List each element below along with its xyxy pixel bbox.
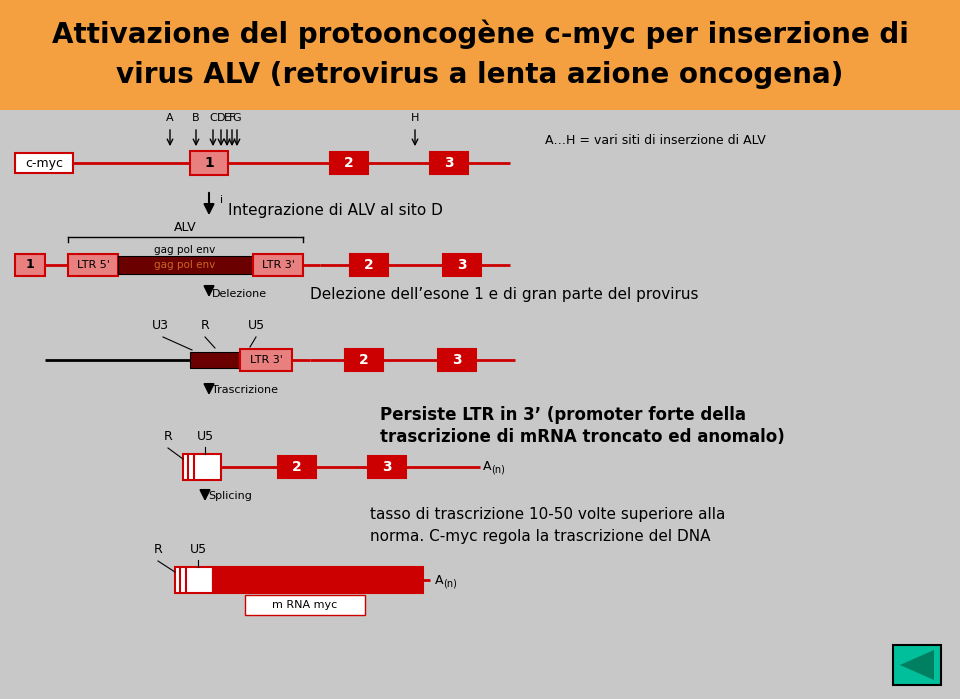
Text: U5: U5 [248, 319, 265, 332]
Bar [213, 567, 423, 593]
Text: R: R [163, 430, 173, 443]
Bar [190, 151, 228, 175]
Text: D: D [217, 113, 226, 123]
Text: U3: U3 [152, 319, 169, 332]
Polygon shape [900, 650, 934, 680]
Bar [350, 254, 388, 276]
Bar [0, 0, 960, 110]
Text: Delezione: Delezione [212, 289, 267, 299]
Bar [253, 254, 303, 276]
Bar [893, 645, 941, 685]
Bar [438, 349, 476, 371]
Text: Trascrizione: Trascrizione [212, 385, 278, 395]
Text: 2: 2 [359, 353, 369, 367]
Bar [330, 152, 368, 174]
Text: E: E [224, 113, 230, 123]
Bar [175, 567, 213, 593]
Text: gag pol env: gag pol env [155, 245, 216, 255]
Text: (n): (n) [443, 578, 457, 588]
Text: LTR 5': LTR 5' [77, 260, 109, 270]
Text: U5: U5 [197, 430, 213, 443]
Text: ALV: ALV [174, 221, 196, 234]
Text: LTR 3': LTR 3' [250, 355, 282, 365]
Text: 3: 3 [452, 353, 462, 367]
Text: B: B [192, 113, 200, 123]
Bar [68, 254, 118, 276]
Bar [15, 153, 73, 173]
Bar [245, 595, 365, 615]
Text: norma. C-myc regola la trascrizione del DNA: norma. C-myc regola la trascrizione del … [370, 530, 710, 545]
Text: (n): (n) [491, 465, 505, 475]
Text: A: A [166, 113, 174, 123]
Text: R: R [201, 319, 209, 332]
Text: A…H = vari siti di inserzione di ALV: A…H = vari siti di inserzione di ALV [545, 134, 766, 147]
Text: 2: 2 [344, 156, 354, 170]
Text: H: H [411, 113, 420, 123]
Text: Integrazione di ALV al sito D: Integrazione di ALV al sito D [228, 203, 443, 217]
Text: i: i [220, 195, 223, 205]
Bar [183, 454, 221, 480]
Bar [345, 349, 383, 371]
Bar [430, 152, 468, 174]
Text: Delezione dell’esone 1 e di gran parte del provirus: Delezione dell’esone 1 e di gran parte d… [310, 287, 699, 301]
Bar [368, 456, 406, 478]
Text: Attivazione del protooncogène c-myc per inserzione di: Attivazione del protooncogène c-myc per … [52, 20, 908, 49]
Text: F: F [228, 113, 235, 123]
Text: 3: 3 [382, 460, 392, 474]
Text: Persiste LTR in 3’ (promoter forte della: Persiste LTR in 3’ (promoter forte della [380, 406, 746, 424]
Text: trascrizione di mRNA troncato ed anomalo): trascrizione di mRNA troncato ed anomalo… [380, 428, 784, 446]
Text: 3: 3 [444, 156, 454, 170]
Text: m RNA myc: m RNA myc [273, 600, 338, 610]
Text: 2: 2 [292, 460, 301, 474]
Bar [278, 456, 316, 478]
Text: R: R [154, 543, 162, 556]
Text: tasso di trascrizione 10-50 volte superiore alla: tasso di trascrizione 10-50 volte superi… [370, 507, 726, 522]
Bar [15, 254, 45, 276]
Text: G: G [232, 113, 241, 123]
Text: A: A [483, 461, 492, 473]
Text: A: A [435, 573, 444, 586]
Text: 1: 1 [204, 156, 214, 170]
Text: 3: 3 [457, 258, 467, 272]
Text: 1: 1 [26, 259, 35, 271]
Bar [190, 352, 240, 368]
Text: U5: U5 [189, 543, 206, 556]
Text: C: C [209, 113, 217, 123]
Text: c-myc: c-myc [25, 157, 63, 169]
Text: LTR 3': LTR 3' [261, 260, 295, 270]
Text: 2: 2 [364, 258, 373, 272]
Bar [443, 254, 481, 276]
Text: gag pol env: gag pol env [155, 260, 216, 270]
Text: virus ALV (retrovirus a lenta azione oncogena): virus ALV (retrovirus a lenta azione onc… [116, 61, 844, 89]
Bar [118, 256, 253, 274]
Bar [240, 349, 292, 371]
Text: Splicing: Splicing [208, 491, 252, 501]
